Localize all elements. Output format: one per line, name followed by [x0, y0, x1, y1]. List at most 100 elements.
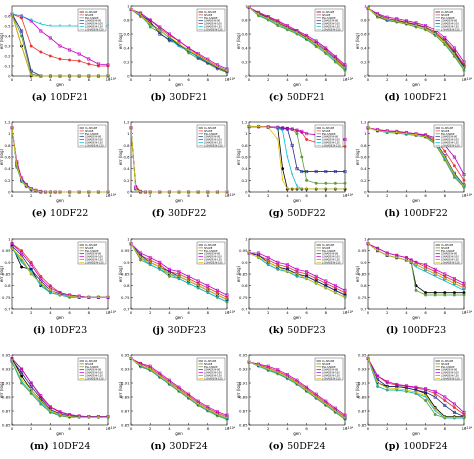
- series-line: [367, 358, 465, 413]
- x-tick-label: 0: [11, 193, 14, 198]
- chart-panel: 0.85 0.87 0.89 0.91 0.93 0.95 0 2 4 6 8 10×10⁴ gen er…: [0, 353, 117, 453]
- x-exponent-label: ×10⁴: [108, 193, 117, 197]
- data-point: *: [88, 74, 91, 80]
- data-point: [462, 410, 466, 414]
- legend-entry: LSHADE-N-130: [441, 259, 459, 262]
- data-point: *: [376, 129, 379, 135]
- data-point: *: [78, 74, 81, 80]
- data-point: [414, 288, 418, 292]
- data-point: *: [59, 74, 62, 80]
- data-point: *: [444, 415, 447, 421]
- y-tick-label: 0.85: [2, 272, 11, 277]
- data-point: *: [367, 241, 370, 247]
- legend-entry: CL-SHADE: [441, 11, 454, 14]
- data-point: *: [257, 12, 260, 18]
- legend-entry: LSHADE-N-100: [204, 372, 222, 375]
- data-point: [333, 170, 337, 174]
- legend-entry: LSHADE-N-100: [441, 139, 459, 142]
- data-point: *: [226, 300, 229, 306]
- data-point: *: [334, 58, 337, 64]
- data-point: *: [226, 68, 229, 74]
- data-point: *: [434, 32, 437, 38]
- data-point: [29, 384, 33, 388]
- data-point: *: [386, 18, 389, 24]
- x-tick-label: 2: [149, 310, 152, 315]
- y-tick-label: 0.85: [239, 423, 248, 428]
- y-tick-label: 0.4: [241, 46, 248, 51]
- data-point: *: [149, 367, 152, 373]
- x-exponent-label: ×10⁴: [227, 193, 236, 197]
- data-point: *: [396, 388, 399, 394]
- data-point: *: [168, 36, 171, 42]
- y-tick-label: 0.2: [360, 178, 367, 183]
- data-point: *: [159, 374, 162, 380]
- data-point: *: [325, 286, 328, 292]
- legend-box: [196, 241, 226, 265]
- panel-caption-letter: (l): [386, 325, 402, 336]
- data-point: *: [178, 42, 181, 48]
- data-point: *: [267, 17, 270, 23]
- x-tick-label: 4: [49, 426, 52, 431]
- series-line: [367, 127, 465, 187]
- legend-entry: SHADE: [204, 14, 213, 17]
- data-point: *: [216, 295, 219, 301]
- x-exponent-label: ×10⁴: [108, 426, 117, 430]
- data-point: [385, 15, 389, 19]
- data-point: [395, 19, 399, 23]
- data-point: [77, 59, 81, 63]
- series-line: [248, 7, 346, 69]
- data-point: *: [59, 413, 62, 419]
- y-axis-label: err (log): [236, 32, 241, 49]
- data-point: *: [386, 130, 389, 136]
- data-point: *: [226, 297, 229, 303]
- y-tick-label: 0.8: [360, 283, 367, 288]
- x-tick-label: 2: [30, 310, 33, 315]
- data-point: *: [296, 31, 299, 37]
- y-tick-label: 0.95: [2, 248, 11, 253]
- y-tick-label: 0.95: [121, 353, 130, 358]
- data-point: *: [97, 415, 100, 421]
- x-tick-label: 8: [444, 193, 447, 198]
- legend-entry: SHADE: [441, 14, 450, 17]
- y-tick-label: 0.91: [2, 381, 11, 386]
- data-point: *: [315, 395, 318, 401]
- data-point: [376, 246, 380, 250]
- data-point: [305, 33, 309, 37]
- y-tick-label: 0.8: [360, 143, 367, 148]
- data-point: [20, 251, 24, 255]
- data-point: [295, 28, 299, 32]
- data-point: [462, 60, 466, 64]
- data-point: [158, 371, 162, 375]
- series-line: [130, 243, 228, 303]
- data-point: [414, 385, 418, 389]
- data-point: *: [386, 388, 389, 394]
- panel-caption: (a) 10DF21: [32, 92, 89, 103]
- data-point: [20, 367, 24, 371]
- data-point: [333, 54, 337, 58]
- x-tick-label: 4: [168, 77, 171, 82]
- data-point: [167, 378, 171, 382]
- data-point: [87, 62, 91, 66]
- data-point: [324, 46, 328, 50]
- data-point: [295, 378, 299, 382]
- x-axis-label: gen: [412, 315, 420, 320]
- series-line: [248, 7, 346, 66]
- panel-caption-letter: (a): [32, 92, 50, 103]
- y-tick-label: 0.85: [358, 423, 367, 428]
- y-tick-label: 0.6: [123, 32, 130, 37]
- legend-entry: ESL-SHADE: [85, 17, 99, 20]
- data-point: *: [277, 22, 280, 28]
- data-point: *: [453, 52, 456, 58]
- y-tick-label: 0.89: [121, 395, 130, 400]
- legend-entry: SHADE: [85, 14, 94, 17]
- data-point: *: [54, 190, 57, 196]
- data-point: [167, 32, 171, 36]
- panel-caption: (b) 30DF21: [150, 92, 207, 103]
- data-point: *: [367, 126, 370, 132]
- panel-caption: (l) 100DF23: [386, 325, 446, 336]
- data-point: [29, 381, 33, 385]
- data-point: [343, 63, 347, 67]
- panel-caption-label: 10DF23: [49, 325, 87, 336]
- x-tick-label: 10: [462, 77, 467, 82]
